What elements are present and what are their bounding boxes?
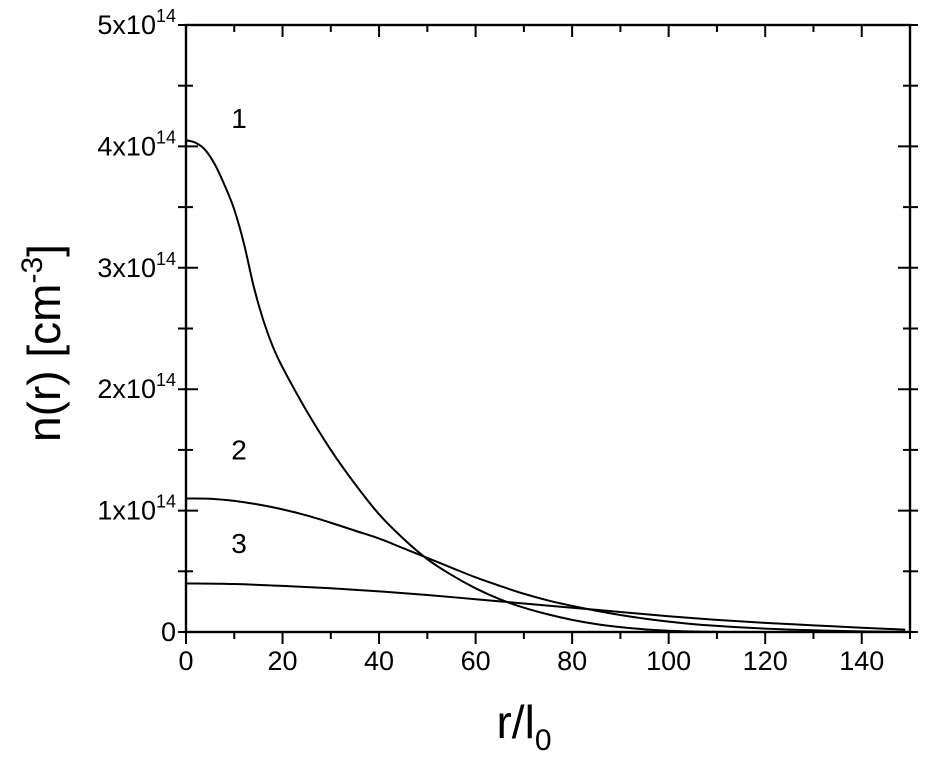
series-1-label: 1 <box>231 103 247 134</box>
y-axis-ticks: 0 1x1014 2x1014 3x1014 4x1014 5x1014 <box>97 6 918 647</box>
y-tick-label: 5x1014 <box>97 6 176 40</box>
y-tick-label: 3x1014 <box>97 249 176 283</box>
x-axis-ticks: 0 20 40 60 80 100 120 140 <box>178 25 911 676</box>
y-tick-label: 0 <box>161 617 176 647</box>
x-tick-label: 40 <box>364 646 394 676</box>
y-axis-label: n(r) [cm-3] <box>16 244 70 442</box>
series-3-line <box>185 582 906 631</box>
curve-labels: 1 2 3 <box>231 103 247 559</box>
x-axis-label: r/l0 <box>496 696 551 757</box>
y-tick-label: 1x1014 <box>97 492 176 526</box>
x-tick-label: 140 <box>839 646 884 676</box>
series-curves <box>185 139 906 634</box>
series-3-label: 3 <box>231 528 247 559</box>
x-tick-label: 0 <box>178 646 193 676</box>
series-2-label: 2 <box>231 435 247 466</box>
series-1-line <box>185 139 906 634</box>
x-tick-label: 120 <box>743 646 788 676</box>
x-tick-label: 60 <box>461 646 491 676</box>
x-tick-label: 80 <box>557 646 587 676</box>
y-tick-label: 4x1014 <box>97 127 176 161</box>
y-tick-label: 2x1014 <box>97 370 176 404</box>
plot-frame <box>184 23 912 634</box>
series-2-line <box>185 497 906 633</box>
x-tick-label: 100 <box>646 646 691 676</box>
x-tick-label: 20 <box>268 646 298 676</box>
